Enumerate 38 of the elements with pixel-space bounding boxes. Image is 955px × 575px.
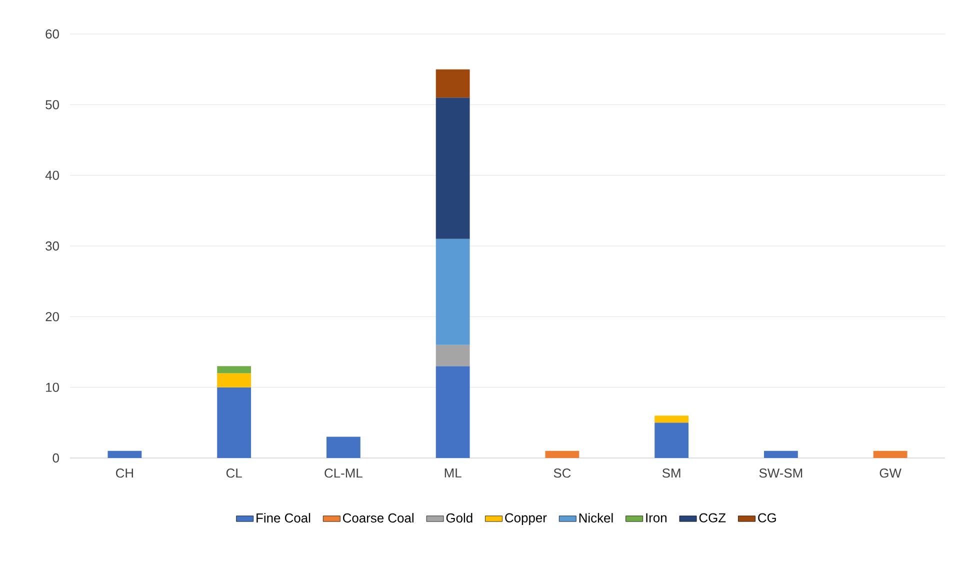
x-tick-label: SW-SM [759,468,802,478]
bar [217,366,252,374]
y-tick-label: 0 [52,453,59,463]
y-tick-label: 30 [46,241,59,251]
legend-label: Fine Coal [256,513,310,523]
bar [436,69,470,98]
bar [654,422,689,458]
bar [873,450,908,458]
bar [436,98,470,239]
y-tick-label: 50 [46,100,59,110]
bar [436,344,470,366]
x-tick-label: SC [554,468,571,478]
x-tick-label: CL-ML [324,468,362,478]
x-tick-label: CL [226,468,242,478]
bar [326,436,360,458]
legend-label: CGZ [699,513,726,522]
bar [654,416,689,423]
x-tick-label: GW [880,468,902,478]
bar [545,450,580,458]
legend-label: Nickel [579,513,613,523]
y-tick-label: 60 [46,29,59,39]
legend-label: Iron [646,513,666,522]
x-tick-label: ML [444,468,462,478]
legend-label: Copper [505,513,547,525]
x-tick-label: SM [662,468,680,478]
y-tick-label: 40 [45,170,59,180]
bar [764,450,798,458]
bar [217,373,252,388]
bar [436,366,470,458]
y-tick-label: 20 [46,312,59,322]
x-tick-label: CH [116,468,133,478]
legend-label: CG [758,513,776,522]
bar [217,387,252,458]
y-tick-label: 10 [46,382,59,392]
legend-label: Gold [446,513,472,523]
legend-label: Coarse Coal [343,513,414,523]
bar [436,238,470,345]
bar [108,450,142,458]
